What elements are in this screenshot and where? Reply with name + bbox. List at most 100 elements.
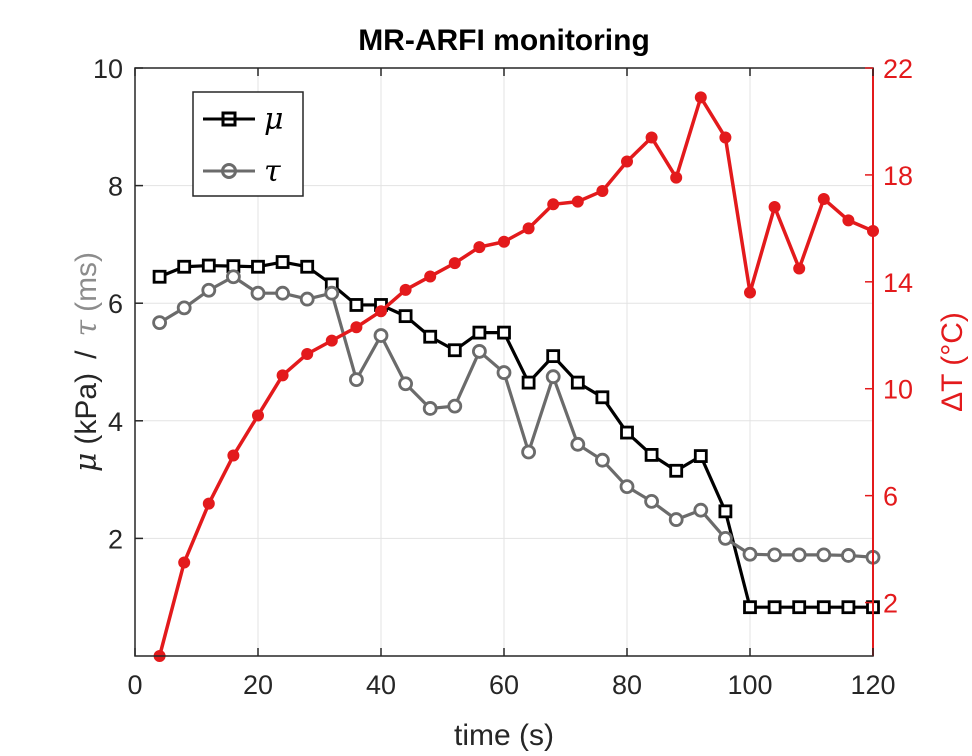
y-axis-label-tau: τ bbox=[69, 320, 104, 337]
point-1-24 bbox=[742, 546, 758, 562]
point-2-24 bbox=[744, 286, 756, 299]
y-axis-label-tau-unit: (ms) bbox=[70, 252, 103, 312]
point-0-23 bbox=[718, 504, 733, 519]
y-axis-left-label: μ (kPa) / τ (ms) bbox=[69, 252, 104, 472]
point-2-11 bbox=[424, 270, 437, 283]
point-2-27 bbox=[817, 192, 830, 205]
y-right-tick-label-1: 6 bbox=[883, 482, 898, 512]
point-1-17 bbox=[570, 436, 586, 452]
point-2-1 bbox=[178, 556, 191, 569]
point-1-8 bbox=[348, 372, 364, 388]
point-0-6 bbox=[300, 259, 315, 274]
legend-mu-marker bbox=[221, 111, 237, 127]
y-axis-label-mu: μ bbox=[69, 453, 104, 473]
tick-marks bbox=[134, 67, 874, 656]
series-1 bbox=[152, 269, 881, 565]
x-tick-label-5: 100 bbox=[727, 670, 772, 700]
point-2-3 bbox=[227, 449, 240, 462]
x-tick-label-1: 20 bbox=[243, 670, 273, 700]
y-left-tick-label-0: 2 bbox=[108, 524, 123, 554]
point-1-0 bbox=[152, 315, 168, 331]
legend-tau-marker bbox=[221, 163, 237, 179]
y-right-tick-label-0: 2 bbox=[883, 589, 898, 619]
point-2-10 bbox=[399, 283, 412, 296]
chart-title: MR-ARFI monitoring bbox=[358, 24, 650, 57]
y-right-tick-label-3: 14 bbox=[883, 268, 913, 298]
y-right-tick-label-4: 18 bbox=[883, 161, 913, 191]
point-1-19 bbox=[619, 479, 635, 495]
point-1-14 bbox=[496, 365, 512, 380]
point-0-17 bbox=[570, 375, 585, 390]
x-tick-label-3: 60 bbox=[489, 670, 519, 700]
series-2 bbox=[153, 91, 879, 662]
point-2-8 bbox=[350, 321, 363, 334]
y-axis-label-mu-unit: (kPa) bbox=[70, 373, 103, 445]
point-1-7 bbox=[324, 285, 340, 301]
point-1-11 bbox=[422, 401, 438, 416]
point-1-5 bbox=[275, 285, 291, 301]
x-tick-label-6: 120 bbox=[850, 670, 895, 700]
point-0-11 bbox=[423, 329, 438, 344]
point-2-23 bbox=[719, 131, 732, 144]
point-0-26 bbox=[792, 600, 807, 615]
point-0-28 bbox=[841, 600, 856, 615]
point-1-1 bbox=[176, 300, 192, 316]
point-2-18 bbox=[596, 184, 609, 197]
point-1-27 bbox=[816, 547, 832, 563]
point-0-15 bbox=[521, 375, 536, 390]
point-0-5 bbox=[275, 255, 290, 269]
point-0-22 bbox=[693, 449, 708, 463]
point-2-20 bbox=[645, 131, 658, 144]
point-1-9 bbox=[373, 328, 389, 343]
point-1-25 bbox=[767, 547, 782, 563]
point-0-8 bbox=[349, 298, 364, 312]
point-0-19 bbox=[620, 425, 634, 440]
y-left-tick-label-3: 8 bbox=[108, 172, 123, 202]
legend-tau-label: τ bbox=[264, 154, 281, 189]
y-left-tick-label-4: 10 bbox=[93, 54, 123, 84]
point-1-4 bbox=[250, 285, 266, 301]
point-2-12 bbox=[448, 257, 461, 270]
point-2-28 bbox=[842, 214, 855, 227]
point-1-18 bbox=[595, 452, 610, 468]
y-axis-label-separator: / bbox=[70, 350, 103, 359]
y-axis-right-label: ΔT (°C) bbox=[936, 312, 969, 412]
point-2-15 bbox=[522, 222, 535, 235]
point-2-7 bbox=[325, 334, 338, 347]
y-left-tick-label-1: 4 bbox=[108, 407, 123, 437]
x-tick-label-4: 80 bbox=[612, 670, 642, 700]
point-1-22 bbox=[693, 502, 709, 518]
point-2-19 bbox=[621, 155, 633, 168]
series-0 bbox=[152, 255, 880, 615]
point-1-16 bbox=[545, 369, 561, 385]
point-1-3 bbox=[225, 269, 241, 285]
point-1-23 bbox=[718, 531, 733, 546]
point-1-2 bbox=[201, 282, 217, 298]
point-0-10 bbox=[398, 309, 413, 324]
point-2-2 bbox=[202, 497, 215, 510]
tick-labels: 0 20 40 60 80 100 120 2 4 6 8 10 2 6 10 14 18 22 bbox=[93, 54, 913, 700]
point-0-14 bbox=[497, 325, 511, 340]
point-0-18 bbox=[595, 390, 610, 405]
point-1-12 bbox=[447, 398, 463, 414]
point-1-26 bbox=[791, 547, 807, 563]
legend-box bbox=[192, 91, 304, 197]
point-0-24 bbox=[743, 600, 757, 615]
point-2-4 bbox=[252, 409, 264, 422]
point-0-21 bbox=[669, 463, 684, 478]
point-2-13 bbox=[473, 241, 486, 254]
point-1-20 bbox=[644, 493, 659, 509]
point-0-0 bbox=[152, 269, 167, 284]
point-2-17 bbox=[571, 195, 584, 208]
point-2-26 bbox=[793, 262, 806, 275]
point-0-20 bbox=[644, 448, 659, 462]
point-0-4 bbox=[251, 259, 265, 274]
x-tick-label-2: 40 bbox=[366, 670, 396, 700]
point-0-2 bbox=[201, 258, 216, 273]
point-0-27 bbox=[816, 600, 831, 615]
point-2-16 bbox=[547, 198, 560, 211]
series-line-2 bbox=[157, 95, 874, 657]
x-axis-label: time (s) bbox=[454, 719, 554, 752]
point-1-13 bbox=[471, 344, 487, 359]
